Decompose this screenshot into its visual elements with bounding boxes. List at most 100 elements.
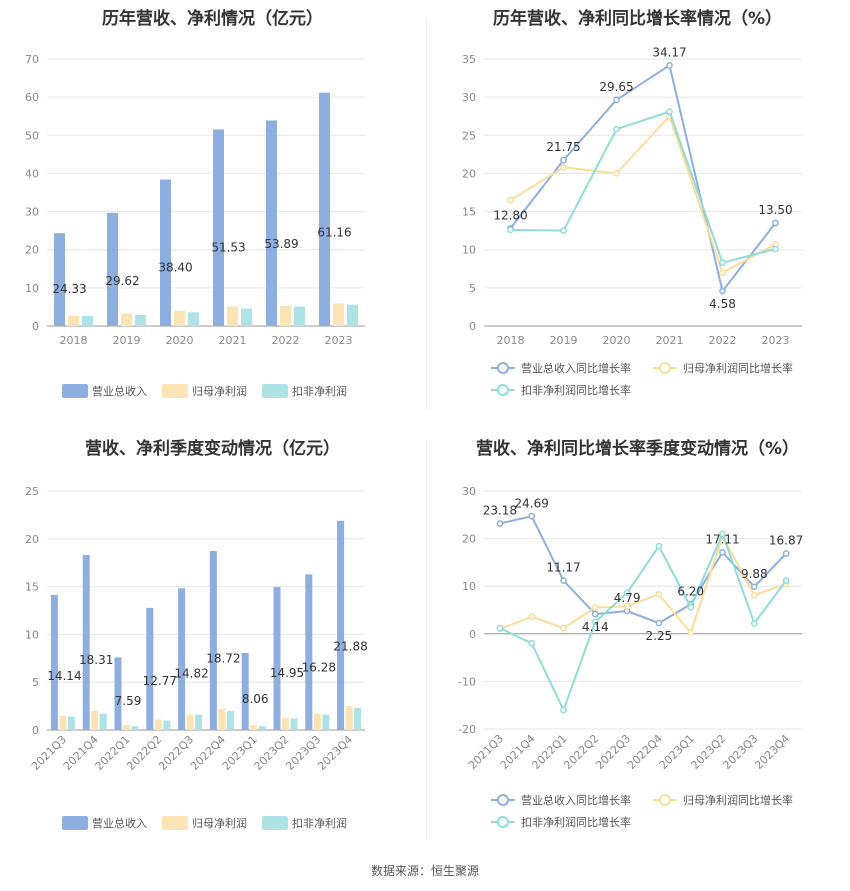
data-point: [560, 163, 567, 171]
y-tick-label: -20: [458, 723, 476, 736]
data-point: [719, 287, 726, 295]
panel-annual-bar: 历年营收、净利情况（亿元） 0 10 20 30 40 50 60 70 2018 2019 202…: [0, 0, 425, 410]
bar: [305, 574, 313, 730]
data-point: [719, 530, 726, 538]
bar: [226, 710, 234, 730]
y-tick-label: 0: [32, 724, 39, 737]
quarterly-growth-line-chart: -20-1001020302021Q32021Q42022Q12022Q2202…: [458, 485, 803, 829]
chart-title: 历年营收、净利同比增长率情况（%）: [492, 9, 783, 29]
data-point: [666, 61, 673, 69]
legend-marker: [659, 794, 671, 806]
y-tick-label: 25: [462, 129, 476, 142]
data-label: 16.28: [302, 661, 336, 675]
data-label: 53.89: [264, 237, 298, 251]
data-label: 16.87: [769, 533, 803, 547]
data-point: [591, 604, 599, 611]
series-line: [499, 531, 787, 713]
y-tick-label: 0: [469, 320, 476, 333]
bar: [163, 720, 171, 730]
data-point: [782, 550, 790, 557]
bar: [54, 233, 65, 326]
bar: [67, 716, 75, 730]
bar: [68, 315, 79, 326]
bar: [213, 129, 224, 326]
legend-swatch: [262, 384, 288, 398]
legend-swatch: [262, 816, 288, 830]
bar: [59, 715, 67, 730]
y-tick-label: 10: [25, 628, 39, 641]
data-label: 17.11: [705, 532, 739, 546]
bar: [354, 708, 362, 730]
data-point: [507, 226, 514, 234]
bar: [188, 312, 199, 326]
data-label: 12.77: [143, 674, 177, 688]
x-tick-label: 2022: [272, 334, 300, 347]
data-point: [772, 245, 779, 253]
y-tick-label: 10: [462, 580, 476, 593]
y-tick-label: 10: [25, 282, 39, 295]
data-label: 12.80: [493, 208, 527, 222]
bar: [282, 717, 289, 730]
data-point: [613, 96, 620, 104]
y-tick-label: 15: [462, 206, 476, 219]
legend-label: 营业总收入同比增长率: [521, 361, 631, 375]
data-point: [507, 196, 514, 204]
bar: [280, 305, 291, 326]
y-tick-label: 35: [462, 53, 476, 66]
y-tick-label: 30: [462, 485, 476, 498]
data-label: 29.65: [599, 80, 633, 94]
legend-swatch: [162, 384, 188, 398]
y-tick-label: 15: [25, 581, 39, 594]
x-tick-label: 2019: [113, 334, 141, 347]
data-point: [528, 639, 536, 647]
bar: [345, 706, 353, 730]
y-tick-label: 50: [25, 129, 39, 142]
y-tick-label: 25: [25, 485, 39, 498]
data-label: 8.06: [242, 692, 269, 706]
legend-marker: [497, 384, 509, 396]
data-label: 13.50: [758, 203, 792, 217]
x-tick-label: 2023Q4: [315, 733, 355, 773]
data-point: [719, 259, 726, 267]
data-label: 61.16: [317, 226, 351, 240]
data-point: [687, 603, 695, 611]
x-tick-label: 2021: [219, 334, 247, 347]
bar: [50, 594, 58, 730]
bar: [333, 303, 344, 326]
series-line: [509, 63, 777, 294]
data-point: [782, 577, 790, 584]
series-line: [509, 114, 776, 275]
y-tick-label: -10: [458, 675, 476, 688]
bar: [131, 726, 139, 730]
data-label: 4.79: [614, 591, 641, 605]
vertical-divider: [426, 440, 427, 840]
bar: [160, 179, 171, 326]
bar: [135, 314, 146, 326]
series-line: [499, 533, 787, 635]
y-tick-label: 0: [32, 320, 39, 333]
x-tick-label: 2023: [325, 334, 353, 347]
data-point: [496, 624, 504, 632]
data-point: [560, 706, 567, 714]
legend-label: 扣非净利润同比增长率: [521, 815, 631, 829]
data-label: 21.75: [546, 140, 580, 154]
data-point: [613, 170, 620, 177]
legend-swatch: [62, 384, 88, 398]
data-point: [750, 591, 758, 599]
data-label: 14.82: [174, 666, 208, 680]
chart-title: 历年营收、净利情况（亿元）: [102, 9, 323, 29]
data-label: 21.88: [333, 639, 367, 653]
legend-marker: [659, 362, 671, 374]
legend-label: 归母净利润: [192, 816, 247, 830]
legend-label: 归母净利润同比增长率: [683, 361, 793, 375]
data-label: 9.88: [741, 567, 768, 581]
data-label: 23.18: [483, 503, 517, 517]
bar: [347, 304, 358, 326]
data-point: [687, 629, 695, 637]
bar: [294, 306, 305, 326]
y-tick-label: 40: [25, 167, 39, 180]
bar: [154, 719, 162, 730]
data-point: [666, 108, 673, 115]
y-tick-label: 5: [32, 676, 39, 689]
bar: [218, 708, 226, 730]
